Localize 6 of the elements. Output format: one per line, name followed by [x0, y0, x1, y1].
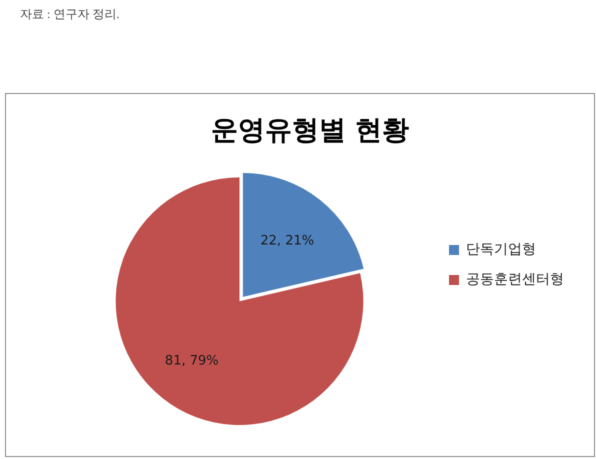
chart-title: 운영유형별 현황: [210, 115, 410, 146]
data-label: 22, 21%: [260, 233, 314, 248]
legend-label: 공동훈련센터형: [466, 272, 564, 288]
legend-label: 단독기업형: [466, 242, 536, 258]
text: 자료 : 연구자 정리.: [20, 6, 120, 23]
data-label: 81, 79%: [164, 354, 219, 369]
